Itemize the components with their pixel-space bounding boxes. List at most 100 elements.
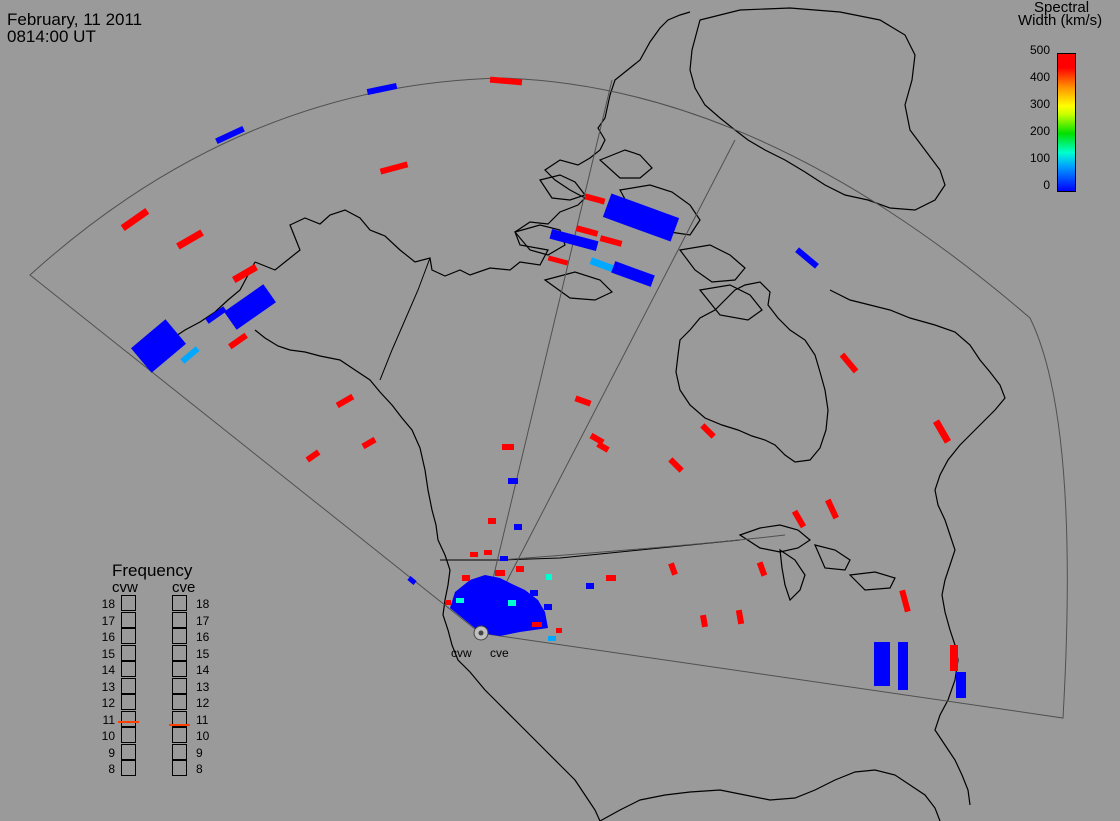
colorbar-tick: 100 <box>1029 151 1050 165</box>
frequency-tick: 13 <box>196 679 210 694</box>
echo-cell <box>489 76 523 86</box>
colorbar-title-line2: Width (km/s) <box>1018 12 1103 29</box>
echo-cell <box>874 642 890 686</box>
echo-cell <box>599 235 623 247</box>
frequency-box <box>121 628 136 644</box>
echo-cell <box>445 600 451 605</box>
echo-cell <box>470 552 478 557</box>
frequency-title: Frequency <box>112 561 193 580</box>
station-label-cvw: cvw <box>451 646 472 660</box>
echo-cell <box>586 583 594 589</box>
frequency-tick: 16 <box>196 630 210 644</box>
echo-cell <box>735 609 745 625</box>
frequency-box <box>172 611 187 628</box>
echo-cell <box>180 346 200 364</box>
colorbar-tick: 400 <box>1029 70 1050 84</box>
frequency-box <box>172 595 187 611</box>
colorbar <box>1057 53 1076 192</box>
echo-cell <box>500 556 508 561</box>
colorbar-title-line1: Spectral <box>1034 0 1090 16</box>
frequency-tick: 17 <box>196 613 210 628</box>
frequency-tick: 16 <box>101 630 115 644</box>
echo-cell <box>530 590 538 596</box>
echo-cell <box>215 125 245 145</box>
echo-cell <box>611 261 655 287</box>
frequency-box <box>172 644 187 661</box>
frequency-box <box>121 644 136 661</box>
frequency-tick: 11 <box>196 712 209 727</box>
echo-cell <box>361 436 377 450</box>
frequency-box <box>172 743 187 760</box>
echo-cell <box>502 444 514 450</box>
frequency-box <box>172 661 187 677</box>
echo-cell <box>575 225 599 237</box>
alaska-canada-border <box>379 257 431 381</box>
echo-cell <box>556 628 562 633</box>
frequency-box <box>172 677 187 694</box>
echo-cell <box>589 257 619 274</box>
frequency-tick: 18 <box>196 597 210 611</box>
echo-cell <box>825 498 839 520</box>
frequency-cvw-label: cvw <box>112 579 138 596</box>
echo-cell <box>956 672 966 698</box>
frequency-box <box>121 710 136 727</box>
echo-cell <box>544 604 552 610</box>
echo-cell <box>379 161 409 175</box>
radar-fov <box>29 77 1068 719</box>
station-label-cve: cve <box>490 646 509 660</box>
frequency-tick: 14 <box>196 663 210 677</box>
colorbar-tick: 500 <box>1029 43 1050 57</box>
frequency-box <box>121 743 136 760</box>
radar-site-center <box>478 630 484 636</box>
frequency-tick: 12 <box>196 696 210 710</box>
echo-cell <box>488 518 496 524</box>
echo-cell <box>756 561 768 577</box>
frequency-tick: 17 <box>101 613 115 628</box>
near-range-echo-fan <box>450 575 548 636</box>
gulf-coast <box>599 769 941 821</box>
hudson-bay <box>675 281 829 463</box>
west-coastline <box>254 11 691 277</box>
echo-cell <box>668 457 684 473</box>
coastlines <box>159 7 1006 821</box>
frequency-tick: 15 <box>101 646 115 661</box>
frequency-box <box>172 727 187 743</box>
range-ring <box>499 534 786 561</box>
echo-cell <box>584 193 606 205</box>
borders <box>379 257 741 561</box>
echo-cell <box>516 566 524 572</box>
echo-cell <box>791 509 807 529</box>
frequency-tick: 13 <box>101 679 115 694</box>
echo-cell <box>205 306 227 324</box>
frequency-marker-cvw <box>118 721 139 724</box>
echo-cell <box>549 228 599 252</box>
frequency-box <box>121 661 136 677</box>
echo-cell <box>795 247 819 269</box>
echo-cell <box>508 478 518 484</box>
echo-cell <box>700 614 708 628</box>
echo-cell <box>484 550 492 555</box>
colorbar-tick: 200 <box>1029 124 1050 138</box>
echo-cell <box>574 395 592 407</box>
frequency-tick: 15 <box>196 646 210 661</box>
echo-cell <box>898 642 908 690</box>
echo-cell <box>606 575 616 581</box>
echo-cell <box>548 636 556 641</box>
frequency-tick: 8 <box>108 762 115 776</box>
time-label: 0814:00 UT <box>7 27 96 46</box>
frequency-tick: 10 <box>196 729 210 743</box>
frequency-box <box>172 694 187 710</box>
echo-cell <box>495 570 505 576</box>
echo-cell <box>407 576 417 585</box>
frequency-marker-cve <box>169 724 190 727</box>
echo-cell <box>456 598 464 603</box>
frequency-box <box>121 595 136 611</box>
echo-cell <box>932 419 952 444</box>
greenland <box>689 7 946 211</box>
east-coast <box>829 289 1006 806</box>
frequency-box <box>121 611 136 628</box>
frequency-box <box>121 727 136 743</box>
echo-cell <box>589 432 605 446</box>
echo-cell <box>899 589 911 613</box>
